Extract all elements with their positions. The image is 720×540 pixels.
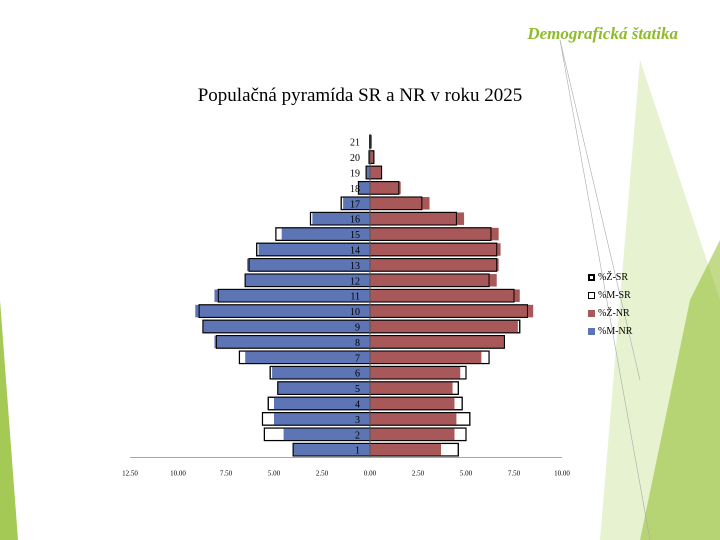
bar-zena-nr-4 (370, 397, 455, 410)
y-tick-label-2: 2 (355, 430, 360, 441)
x-tick-label-1: 10.00 (170, 469, 186, 477)
legend-label-zena-nr: %Ž-NR (598, 307, 630, 319)
bar-zena-nr-10 (370, 304, 534, 318)
bar-muz-nr-1 (293, 443, 370, 456)
bar-muz-nr-16 (312, 212, 370, 225)
bar-zena-nr-20 (370, 150, 374, 164)
bar-zena-nr-5 (370, 381, 453, 395)
x-tick-label-0: 12.50 (122, 469, 138, 477)
bar-zena-nr-3 (370, 412, 457, 426)
x-tick-label-3: 5.00 (268, 469, 281, 477)
y-tick-label-21: 21 (350, 138, 360, 149)
x-tick-label-5: 0.00 (364, 469, 377, 477)
decor-line-1 (559, 39, 651, 540)
bar-zena-nr-18 (370, 181, 401, 195)
bar-zena-nr-11 (370, 289, 520, 302)
y-tick-label-12: 12 (350, 276, 360, 287)
y-tick-label-5: 5 (355, 384, 360, 395)
legend-item-muz-sr: %M-SR (588, 286, 632, 304)
decor-triangle-green (640, 240, 720, 540)
x-tick-label-7: 5.00 (460, 469, 473, 477)
bar-muz-nr-2 (283, 428, 370, 441)
bar-zena-nr-1 (370, 443, 442, 456)
bar-zena-nr-6 (370, 366, 461, 379)
chart-title: Populačná pyramída SR a NR v roku 2025 (197, 85, 523, 106)
legend-swatch-muz-sr (588, 291, 595, 299)
bar-zena-nr-8 (370, 335, 505, 349)
bar-zena-nr-19 (370, 166, 382, 179)
y-tick-label-13: 13 (350, 261, 360, 272)
bar-muz-nr-8 (214, 335, 370, 349)
bar-muz-nr-4 (274, 397, 370, 410)
bar-zena-nr-7 (370, 351, 482, 364)
bar-muz-nr-5 (277, 381, 370, 395)
legend-item-muz-nr: %M-NR (588, 322, 632, 340)
legend-item-zena-nr: %Ž-NR (588, 304, 632, 322)
bar-muz-nr-11 (214, 289, 370, 302)
bar-muz-nr-14 (258, 243, 370, 256)
decor-triangle-left (0, 300, 18, 540)
bar-zena-nr-16 (370, 212, 465, 225)
y-tick-label-20: 20 (350, 153, 360, 164)
y-tick-label-16: 16 (350, 215, 360, 226)
legend-label-muz-nr: %M-NR (598, 325, 633, 337)
bar-muz-nr-6 (272, 366, 370, 379)
y-tick-label-6: 6 (355, 369, 360, 380)
y-tick-label-1: 1 (355, 446, 360, 457)
y-tick-label-8: 8 (355, 338, 360, 349)
x-tick-label-8: 7.50 (508, 469, 521, 477)
y-tick-label-9: 9 (355, 323, 360, 334)
y-tick-label-7: 7 (355, 353, 360, 364)
y-tick-label-19: 19 (350, 169, 360, 180)
y-tick-label-11: 11 (350, 292, 360, 303)
x-tick-label-6: 2.50 (412, 469, 425, 477)
legend: %Ž-SR %M-SR %Ž-NR %M-NR (588, 268, 632, 340)
bar-muz-nr-9 (202, 320, 370, 333)
bar-muz-nr-13 (247, 258, 370, 272)
x-tick-label-2: 7.50 (220, 469, 233, 477)
legend-swatch-zena-sr (588, 273, 595, 281)
x-tick-label-4: 2.50 (316, 469, 329, 477)
bar-zena-nr-13 (370, 258, 499, 272)
bar-muz-nr-15 (281, 227, 370, 241)
y-tick-label-15: 15 (350, 230, 360, 241)
legend-swatch-zena-nr (588, 309, 595, 317)
bar-muz-nr-17 (343, 197, 370, 210)
slide-title: Demografická štatika (527, 24, 678, 43)
y-tick-label-10: 10 (350, 307, 360, 318)
bar-zena-nr-17 (370, 197, 430, 210)
bar-muz-nr-3 (274, 412, 370, 426)
bar-muz-nr-19 (366, 166, 370, 179)
legend-label-zena-sr: %Ž-SR (598, 271, 628, 283)
bar-zena-nr-12 (370, 274, 497, 287)
y-tick-label-4: 4 (355, 400, 360, 411)
decor-line-2 (559, 39, 641, 381)
y-tick-label-17: 17 (350, 199, 360, 210)
legend-label-muz-sr: %M-SR (598, 289, 631, 301)
bar-zena-nr-2 (370, 428, 455, 441)
bar-muz-nr-18 (358, 181, 370, 195)
bar-zena-nr-14 (370, 243, 501, 256)
bar-muz-nr-12 (245, 274, 370, 287)
bar-zena-nr-15 (370, 227, 499, 241)
y-tick-label-18: 18 (350, 184, 360, 195)
legend-swatch-muz-nr (588, 327, 595, 335)
bar-muz-nr-7 (245, 351, 370, 364)
legend-item-zena-sr: %Ž-SR (588, 268, 632, 286)
bar-muz-nr-10 (195, 304, 370, 318)
bar-zena-nr-9 (370, 320, 518, 333)
y-tick-label-3: 3 (355, 415, 360, 426)
x-tick-label-9: 10.00 (554, 469, 570, 477)
y-tick-label-14: 14 (350, 246, 360, 257)
